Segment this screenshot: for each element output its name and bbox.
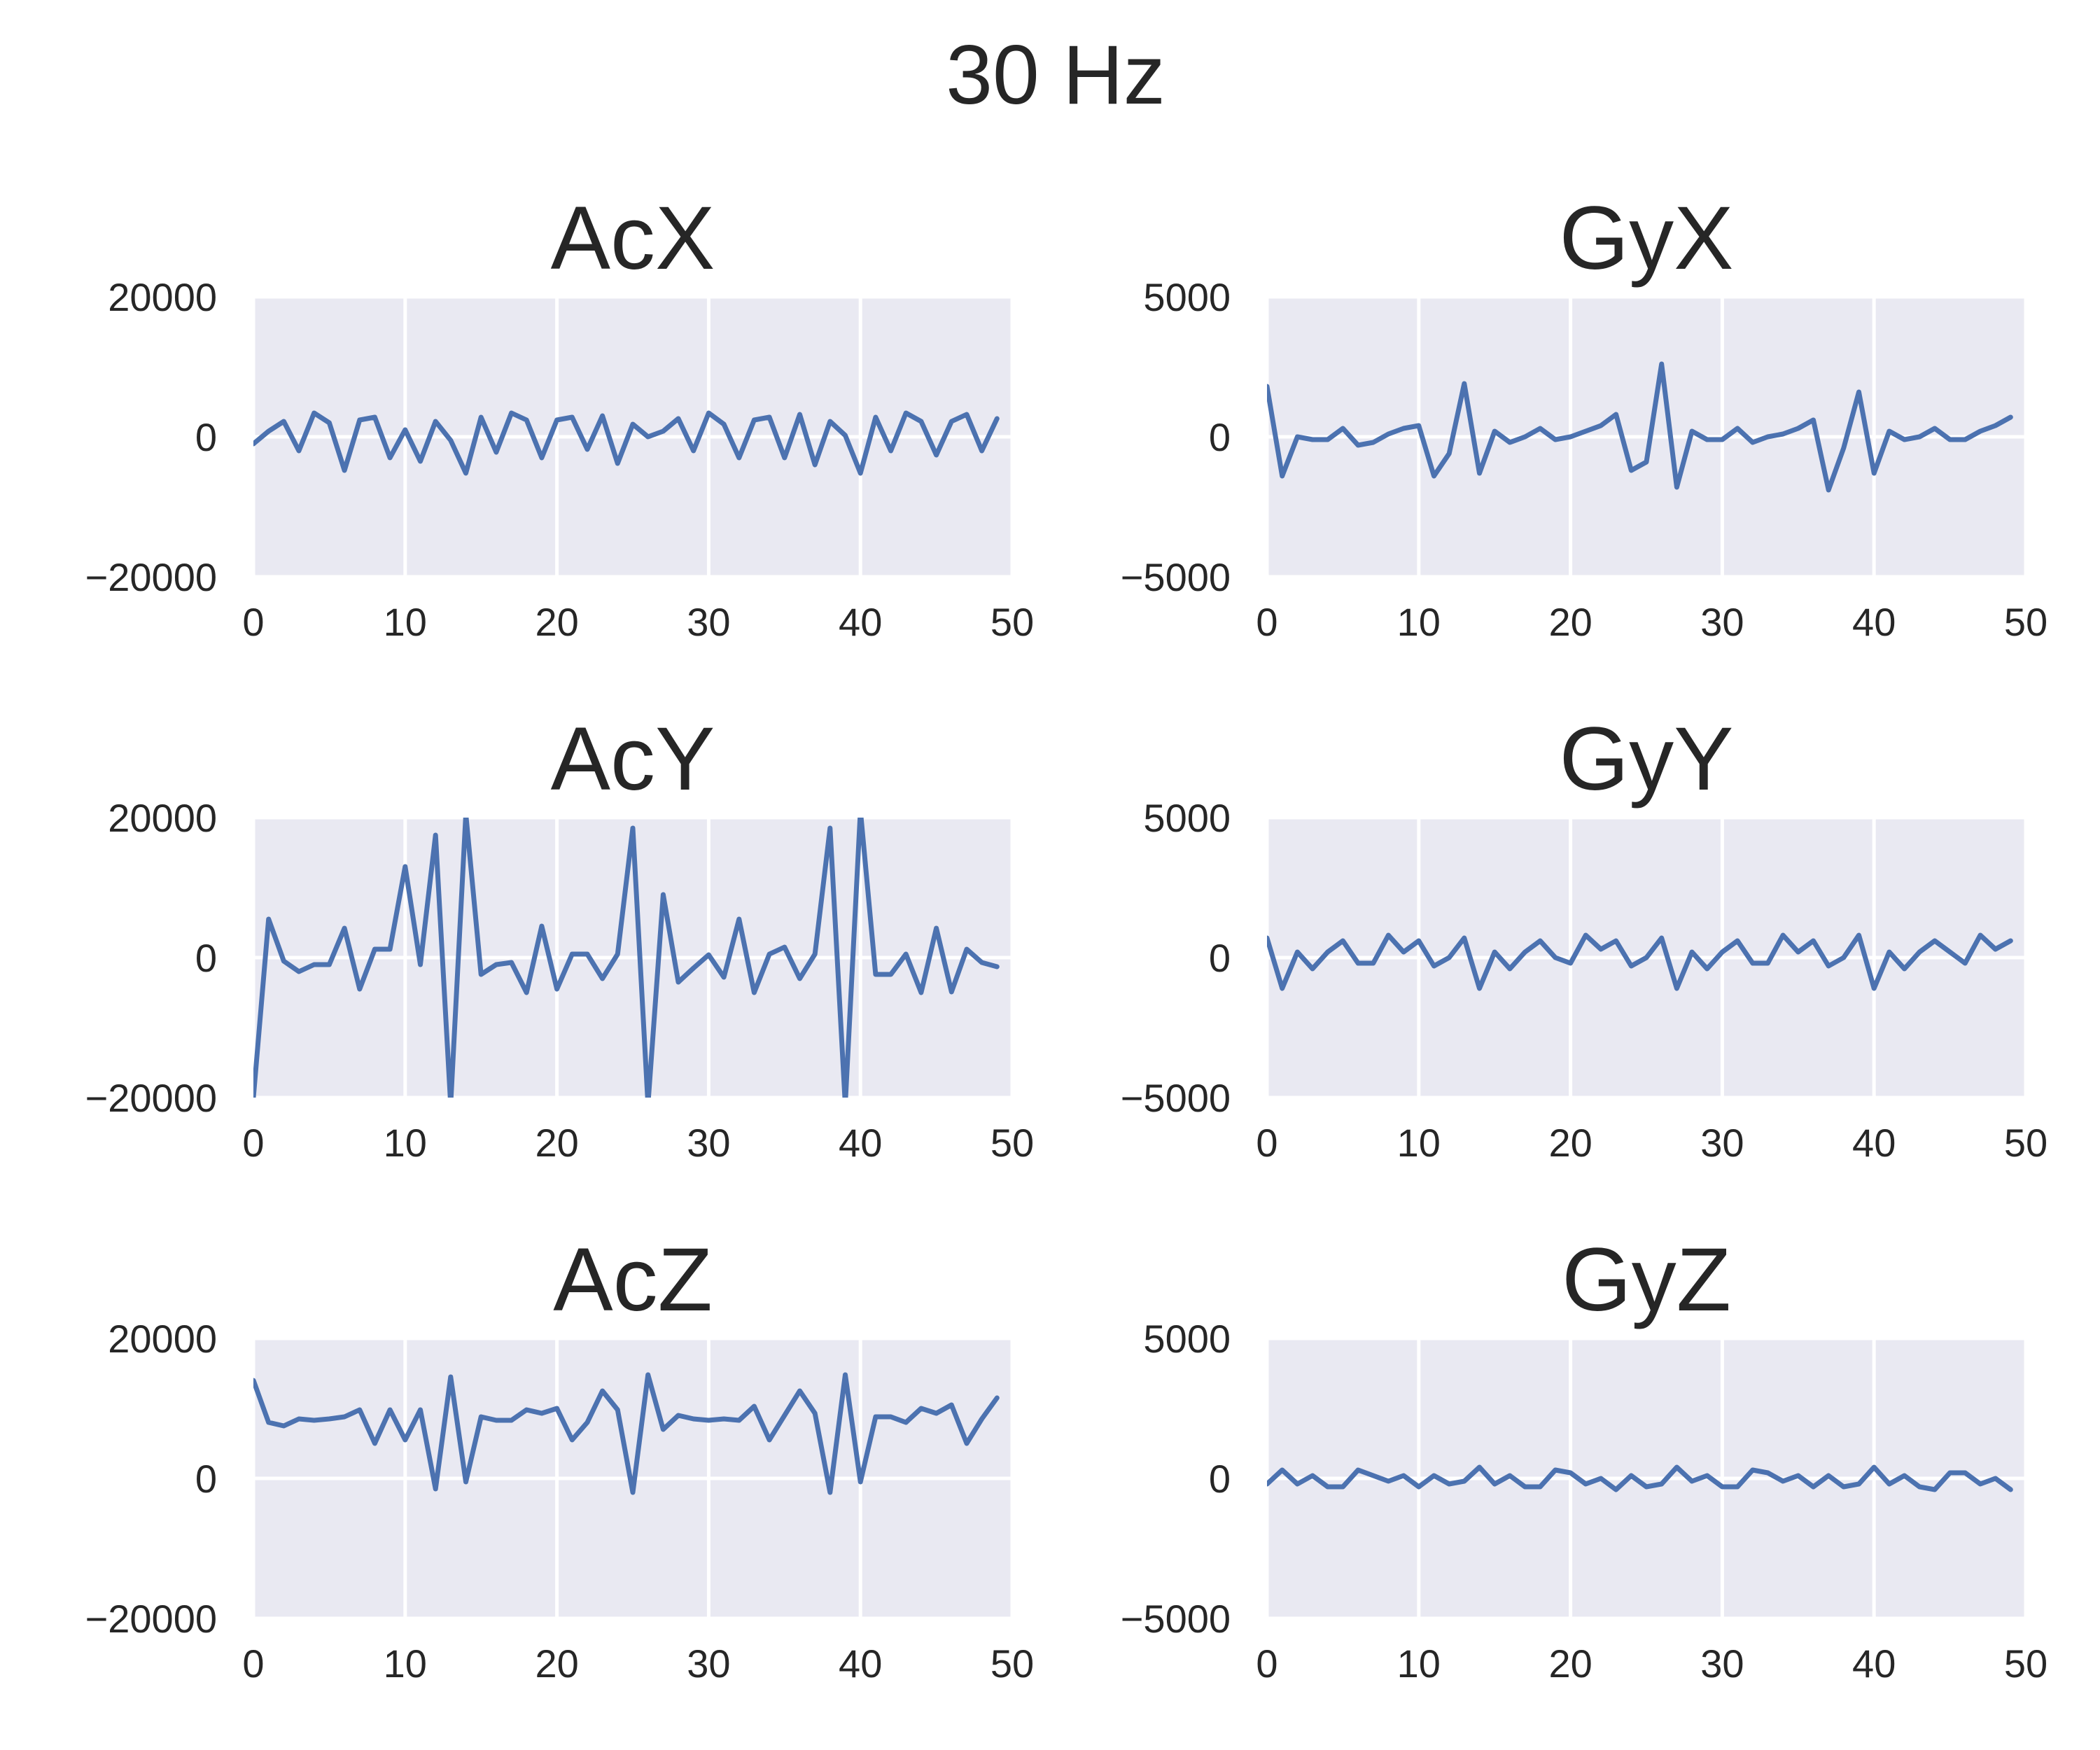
series-line-acz [253,1372,1000,1495]
y-tick-label-acz-2: 20000 [108,1317,217,1361]
y-tick-label-acy-1: 0 [195,936,217,980]
subplot-title-acy: AcY [551,709,715,809]
y-tick-label-gyz-2: 5000 [1143,1317,1231,1361]
x-tick-label-gyx-3: 30 [1700,600,1744,644]
subplot-title-gyz: GyZ [1562,1230,1731,1330]
y-tick-label-acx-0: −20000 [85,555,217,599]
y-tick-label-acy-0: −20000 [85,1076,217,1120]
y-tick-label-gyy-2: 5000 [1143,796,1231,840]
figure-suptitle: 30 Hz [946,28,1165,122]
series-line-acy [253,818,1000,1098]
x-tick-label-acy-3: 30 [687,1121,730,1165]
x-tick-label-gyy-1: 10 [1397,1121,1441,1165]
x-tick-label-acz-5: 50 [990,1642,1034,1686]
x-tick-label-acz-0: 0 [242,1642,264,1686]
x-tick-label-gyx-4: 40 [1852,600,1896,644]
series-line-gyy [1267,932,2013,991]
x-tick-label-acz-2: 20 [535,1642,578,1686]
y-tick-label-gyx-2: 5000 [1143,275,1231,319]
x-tick-label-gyy-0: 0 [1256,1121,1278,1165]
series-line-gyz [1267,1464,2013,1492]
x-tick-label-gyy-5: 50 [2004,1121,2047,1165]
x-tick-label-acy-2: 20 [535,1121,578,1165]
x-tick-label-acy-0: 0 [242,1121,264,1165]
x-tick-label-acx-5: 50 [990,600,1034,644]
subplot-title-gyx: GyX [1560,188,1734,288]
y-tick-label-gyx-1: 0 [1209,415,1231,459]
x-tick-label-acx-0: 0 [242,600,264,644]
x-tick-label-gyx-0: 0 [1256,600,1278,644]
x-tick-label-gyz-0: 0 [1256,1642,1278,1686]
y-tick-label-acx-1: 0 [195,415,217,459]
y-tick-label-gyy-0: −5000 [1121,1076,1231,1120]
x-tick-label-acx-3: 30 [687,600,730,644]
x-tick-label-acz-1: 10 [384,1642,427,1686]
subplot-gyy: 0 10 20 30 40 50 −5000 0 5000 GyY [1121,709,2047,1165]
subplot-gyx: 0 10 20 30 40 50 −5000 0 5000 GyX [1121,188,2047,644]
y-tick-label-acx-2: 20000 [108,275,217,319]
x-tick-label-acx-1: 10 [384,600,427,644]
x-tick-label-acy-4: 40 [839,1121,882,1165]
subplot-acz: 0 10 20 30 40 50 −20000 0 20000 AcZ [85,1230,1035,1686]
subplot-acx: 0 10 20 30 40 50 −20000 0 20000 AcX [85,188,1035,644]
y-tick-label-gyz-1: 0 [1209,1457,1231,1501]
x-tick-label-acx-4: 40 [839,600,882,644]
x-tick-label-acy-1: 10 [384,1121,427,1165]
x-tick-label-gyz-3: 30 [1700,1642,1744,1686]
y-tick-label-acz-0: −20000 [85,1597,217,1641]
subplot-acy: 0 10 20 30 40 50 −20000 0 20000 AcY [85,709,1035,1165]
series-line-acx [253,410,1000,476]
x-tick-label-acx-2: 20 [535,600,578,644]
subplot-title-acx: AcX [551,188,715,288]
x-tick-label-gyy-2: 20 [1548,1121,1592,1165]
x-tick-label-acy-5: 50 [990,1121,1034,1165]
subplot-title-gyy: GyY [1560,709,1734,809]
x-tick-label-gyz-4: 40 [1852,1642,1896,1686]
series-line-gyx [1267,361,2013,493]
x-tick-label-gyy-3: 30 [1700,1121,1744,1165]
x-tick-label-gyy-4: 40 [1852,1121,1896,1165]
x-tick-label-gyx-5: 50 [2004,600,2047,644]
y-tick-label-gyx-0: −5000 [1121,555,1231,599]
y-tick-label-acy-2: 20000 [108,796,217,840]
x-tick-label-gyz-1: 10 [1397,1642,1441,1686]
x-tick-label-gyz-2: 20 [1548,1642,1592,1686]
x-tick-label-gyx-1: 10 [1397,600,1441,644]
subplot-gyz: 0 10 20 30 40 50 −5000 0 5000 GyZ [1121,1230,2047,1686]
x-tick-label-acz-3: 30 [687,1642,730,1686]
y-tick-label-gyy-1: 0 [1209,936,1231,980]
y-tick-label-gyz-0: −5000 [1121,1597,1231,1641]
x-tick-label-gyz-5: 50 [2004,1642,2047,1686]
subplot-title-acz: AcZ [553,1230,713,1330]
x-tick-label-acz-4: 40 [839,1642,882,1686]
y-tick-label-acz-1: 0 [195,1457,217,1501]
x-tick-label-gyx-2: 20 [1548,600,1592,644]
